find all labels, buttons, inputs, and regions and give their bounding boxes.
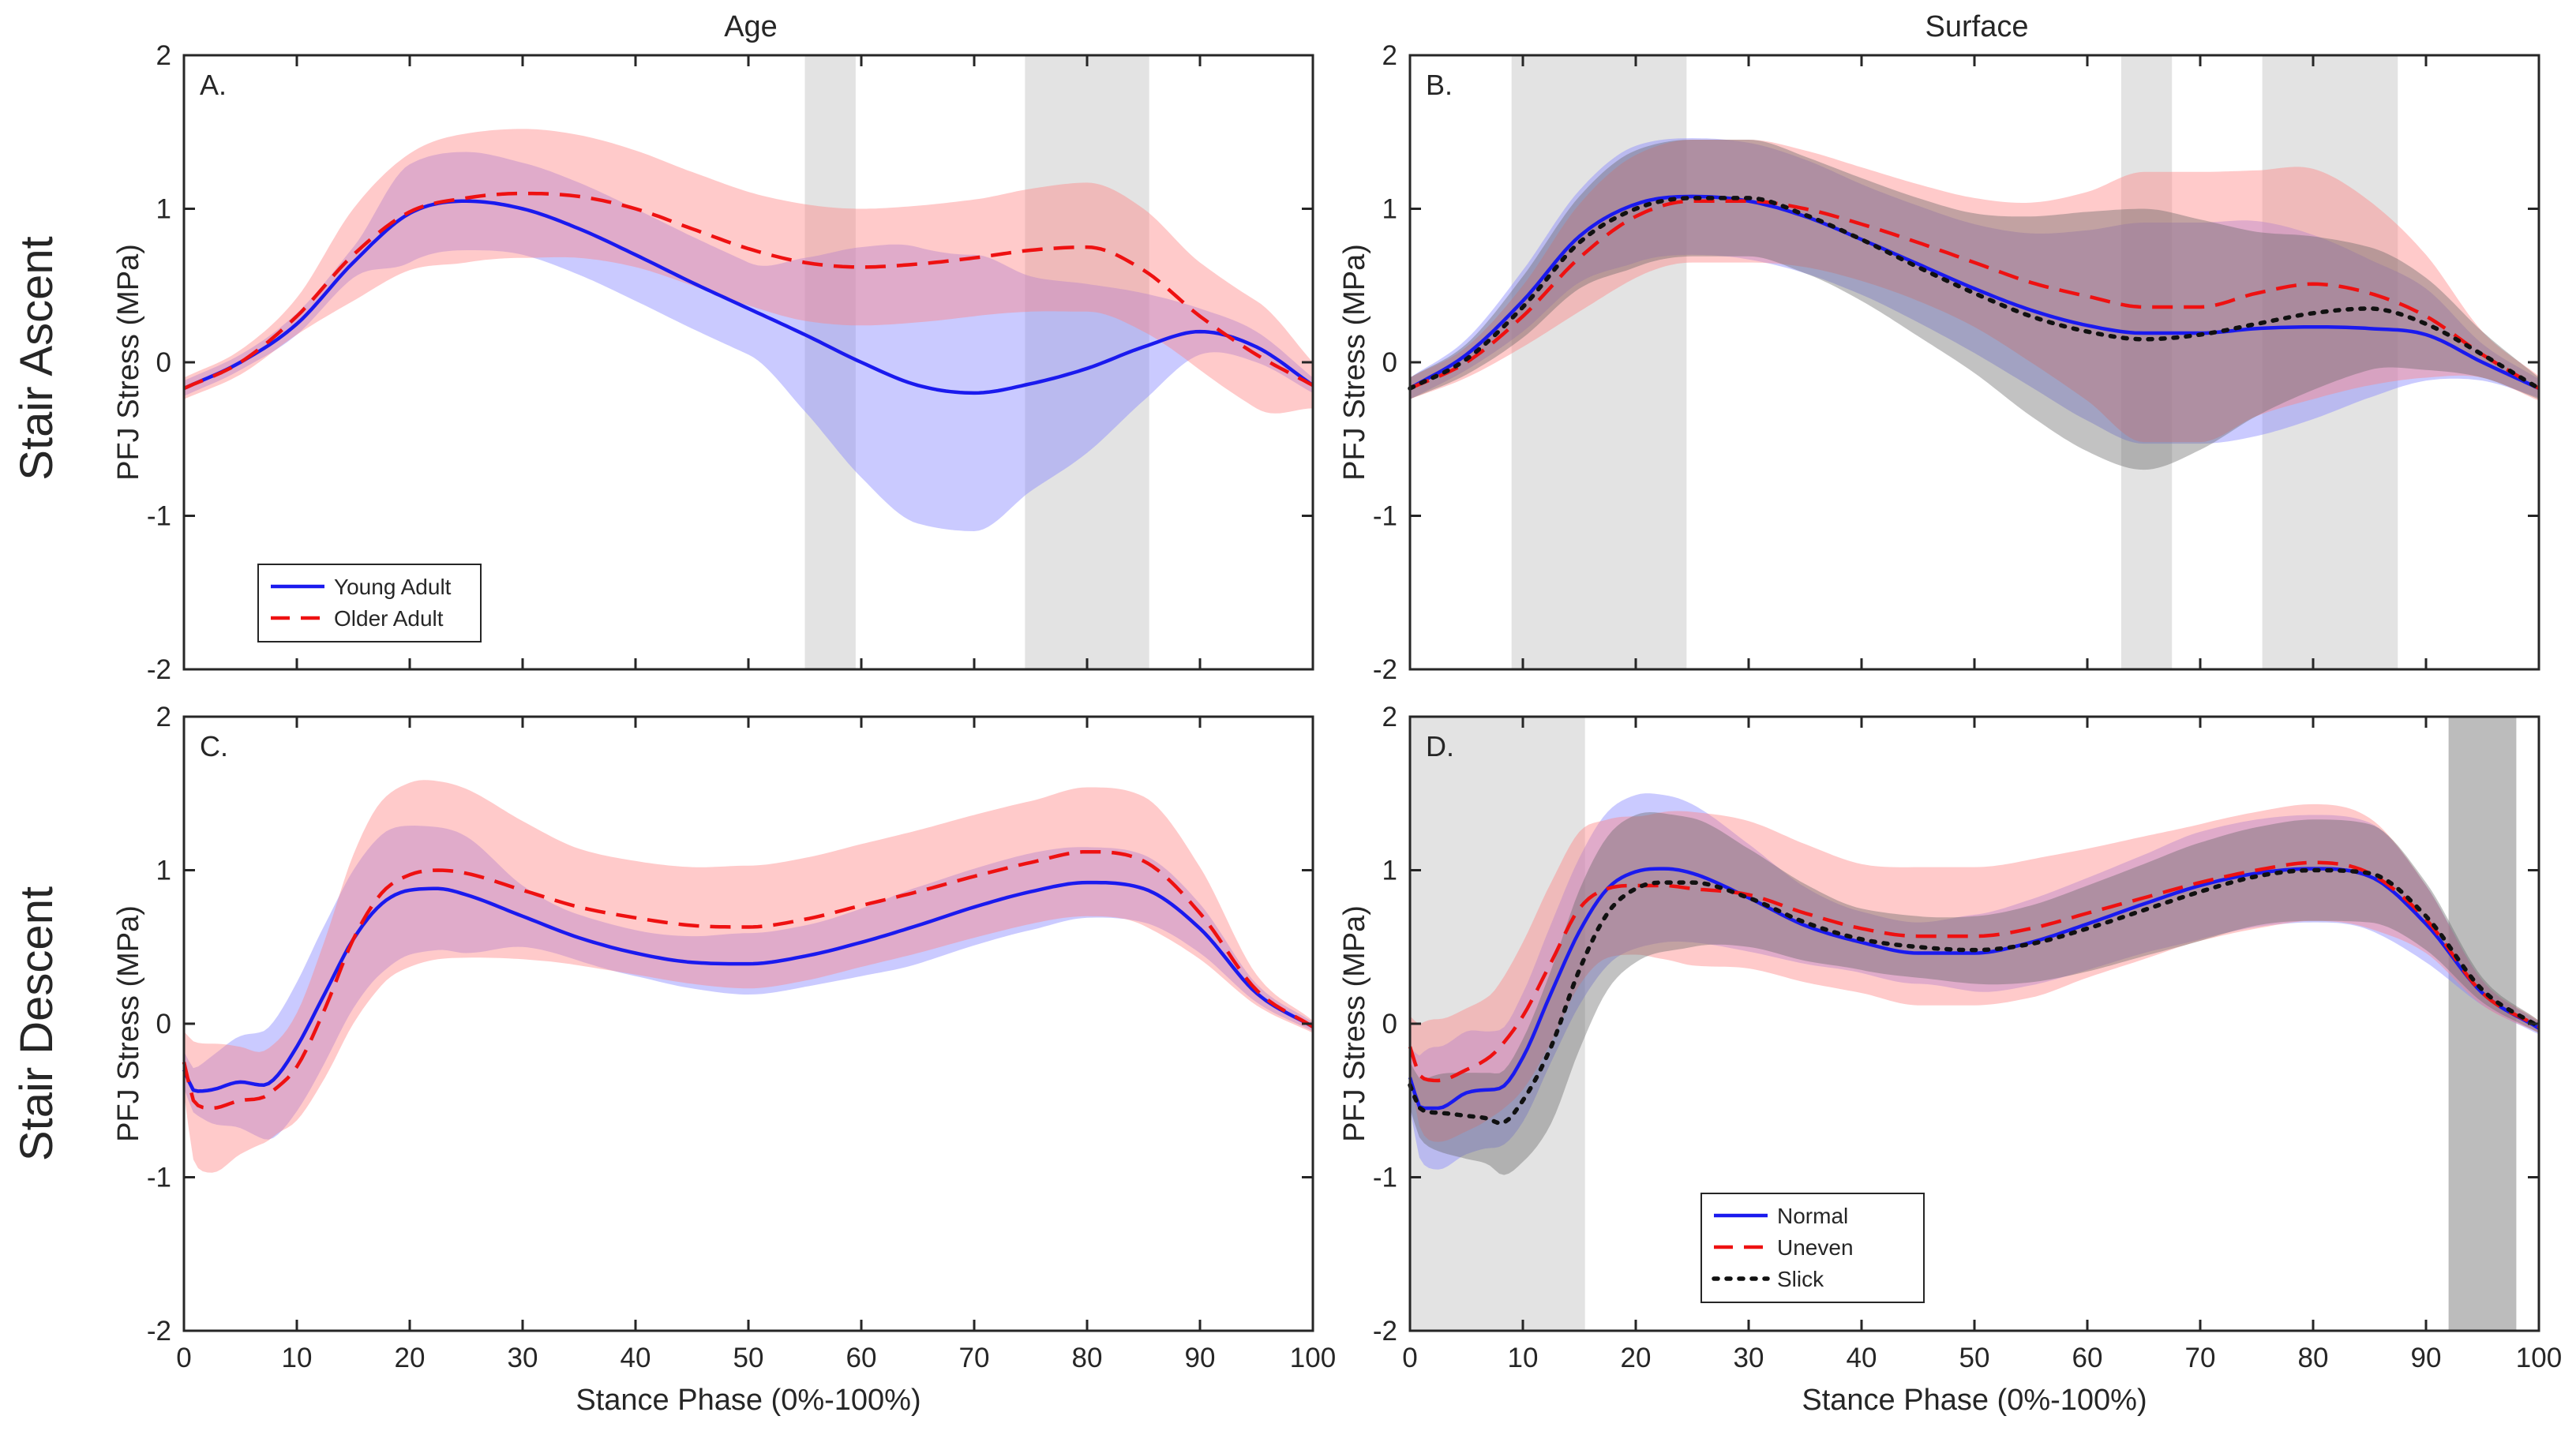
y-tick-label: -1 [147,1163,171,1193]
sd-band-slick [1410,812,2539,1175]
panel-b: -2 -1 0 1 2 PFJ Stress (MPa) B. [1338,40,2541,685]
x-tick-label: 90 [2411,1343,2442,1373]
row-title-stair-ascent: Stair Ascent [11,236,62,480]
significance-region [2120,55,2173,669]
y-tick-label: -2 [147,1316,171,1347]
y-tick-label: 2 [1382,702,1397,732]
sd-band-normal [1410,138,2539,444]
legend: Normal Uneven Slick [1700,1193,1925,1303]
x-axis-label: Stance Phase (0%-100%) [1802,1384,2147,1417]
legend-label: Older Adult [334,606,444,631]
series-line-slick [1408,196,2541,391]
y-tick-label: 2 [1382,40,1397,71]
y-tick-label: -1 [147,501,171,532]
x-tick-label: 0 [1402,1343,1417,1373]
x-tick-label: 80 [2298,1343,2329,1373]
y-tick-label: 0 [1382,1009,1397,1040]
sd-band-uneven [1410,804,2539,1142]
y-tick-label: -2 [147,654,171,685]
column-title-surface: Surface [1925,10,2029,43]
y-tick-label: 2 [156,40,171,71]
panel-d: 0 10 20 30 40 50 60 70 80 90 100 -2 -1 0 1 2 PFJ Stress … [1338,702,2562,1417]
y-tick-label: 1 [1382,194,1397,225]
y-tick-label: -2 [1373,654,1397,685]
y-axis-label: PFJ Stress (MPa) [112,244,145,481]
x-tick-label: 20 [1621,1343,1652,1373]
x-tick-label: 60 [2072,1343,2103,1373]
panel-a: -2 -1 0 1 2 PFJ Stress (MPa) A. Young Adult Olde… [112,40,1314,685]
significance-region [2262,55,2398,669]
series-line-young-adult [182,880,1314,1093]
series-line-young-adult [183,199,1314,395]
x-tick-label: 100 [2516,1343,2562,1373]
x-tick-label: 80 [1072,1343,1103,1373]
legend-box [257,564,482,642]
significance-region [1511,55,1687,669]
x-tick-label: 50 [733,1343,764,1373]
x-tick-label: 10 [1508,1343,1539,1373]
legend-label: Uneven [1777,1235,1854,1260]
x-tick-label: 70 [959,1343,990,1373]
series-line-slick [1408,867,2541,1126]
y-axis-label: PFJ Stress (MPa) [1338,905,1371,1142]
y-tick-label: -1 [1373,1163,1397,1193]
x-tick-label: 20 [395,1343,426,1373]
y-tick-label: 0 [1382,347,1397,378]
x-tick-label: 90 [1185,1343,1216,1373]
x-tick-label: 100 [1290,1343,1336,1373]
x-tick-label: 60 [846,1343,877,1373]
legend-label: Normal [1777,1204,1848,1228]
significance-region [804,55,856,669]
y-axis-label: PFJ Stress (MPa) [112,905,145,1142]
significance-region [2448,717,2517,1331]
y-tick-label: 0 [156,347,171,378]
y-tick-label: 1 [156,194,171,225]
legend-box [1700,1193,1925,1303]
series-line-normal [1408,194,2540,391]
series-line-older-adult [182,849,1314,1111]
panel-label: C. [200,730,228,762]
panel-label: A. [200,69,227,101]
series-line-uneven [1408,860,2540,1083]
y-tick-label: 1 [1382,856,1397,886]
x-tick-label: 70 [2185,1343,2216,1373]
sd-band-normal [1410,793,2539,1170]
row-title-stair-descent: Stair Descent [11,886,62,1161]
x-tick-label: 30 [508,1343,538,1373]
x-tick-label: 30 [1734,1343,1764,1373]
sd-band-slick [1410,140,2539,470]
y-tick-label: 0 [156,1009,171,1040]
legend: Young Adult Older Adult [257,564,482,642]
column-title-age: Age [724,10,778,43]
sd-band-young-adult [184,152,1313,531]
significance-region [1410,717,1585,1331]
x-tick-label: 10 [282,1343,313,1373]
plot-area [1410,717,2539,1331]
panel-c: 0 10 20 30 40 50 60 70 80 90 100 -2 -1 0 1 2 PFJ Stress … [112,702,1336,1417]
legend-label: Young Adult [334,575,452,599]
y-tick-label: -1 [1373,501,1397,532]
y-tick-label: -2 [1373,1316,1397,1347]
series-line-older-adult [183,191,1314,391]
x-tick-label: 40 [621,1343,651,1373]
x-tick-label: 50 [1959,1343,1990,1373]
sd-band-uneven [1410,140,2539,443]
x-axis-label: Stance Phase (0%-100%) [576,1384,921,1417]
significance-region [1025,55,1149,669]
y-axis-label: PFJ Stress (MPa) [1338,244,1371,481]
x-tick-label: 40 [1847,1343,1877,1373]
sd-band-older-adult [184,780,1313,1173]
sd-band-young-adult [184,826,1313,1140]
y-tick-label: 1 [156,856,171,886]
x-tick-label: 0 [176,1343,191,1373]
plot-area [184,717,1313,1331]
legend-label: Slick [1777,1267,1824,1291]
series-line-uneven [1409,199,2540,391]
y-tick-label: 2 [156,702,171,732]
panel-label: B. [1426,69,1453,101]
panel-label: D. [1426,730,1454,762]
